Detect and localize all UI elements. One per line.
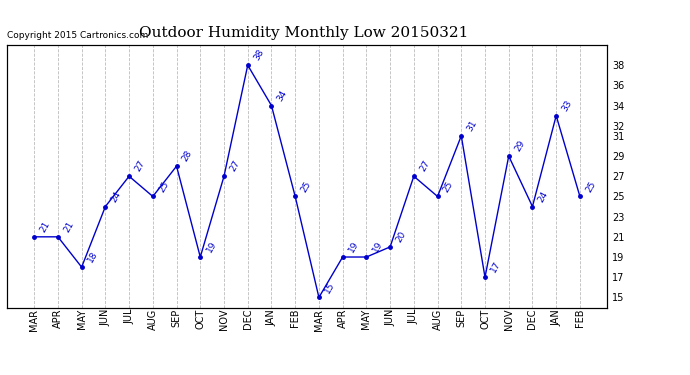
Text: 19: 19 (204, 240, 218, 254)
Text: 29: 29 (513, 139, 526, 153)
Text: 34: 34 (275, 88, 289, 103)
Text: 19: 19 (347, 240, 360, 254)
Text: Outdoor Humidity Monthly Low 20150321: Outdoor Humidity Monthly Low 20150321 (139, 26, 469, 40)
Text: Humidity  (%): Humidity (%) (604, 18, 686, 27)
Text: 25: 25 (157, 179, 170, 194)
Text: 38: 38 (252, 48, 266, 62)
Text: 25: 25 (299, 179, 313, 194)
Text: 27: 27 (418, 159, 431, 174)
Text: 28: 28 (181, 149, 194, 164)
Text: 25: 25 (584, 179, 598, 194)
Text: 20: 20 (394, 230, 408, 244)
Text: 19: 19 (371, 240, 384, 254)
Text: 15: 15 (323, 280, 337, 295)
Text: 24: 24 (110, 189, 123, 204)
Text: Copyright 2015 Cartronics.com: Copyright 2015 Cartronics.com (7, 31, 148, 40)
Text: 31: 31 (466, 118, 479, 133)
Text: 17: 17 (489, 260, 503, 274)
Text: 24: 24 (537, 189, 550, 204)
Text: 21: 21 (39, 220, 52, 234)
Text: 21: 21 (62, 220, 76, 234)
Text: 27: 27 (228, 159, 242, 174)
Text: 25: 25 (442, 179, 455, 194)
Text: 33: 33 (560, 98, 574, 113)
Text: 18: 18 (86, 250, 99, 264)
Text: 27: 27 (133, 159, 147, 174)
